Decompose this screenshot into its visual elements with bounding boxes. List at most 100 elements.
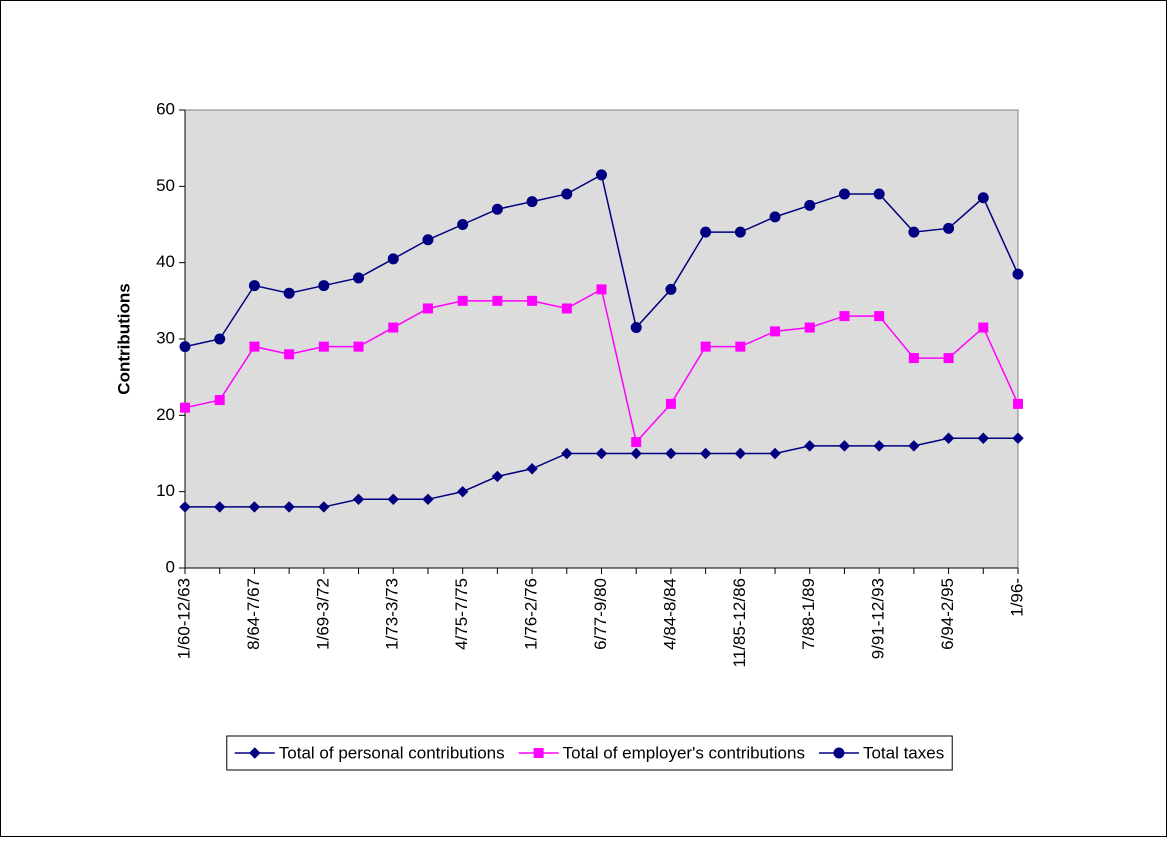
y-tick-label: 50 xyxy=(156,176,175,195)
marker xyxy=(422,303,433,314)
legend: Total of personal contributions Total of … xyxy=(226,735,953,771)
marker xyxy=(561,303,572,314)
marker xyxy=(734,447,747,460)
marker xyxy=(353,341,364,352)
x-tick-label: 1/73-3/73 xyxy=(383,578,402,650)
y-tick-label: 20 xyxy=(156,405,175,424)
x-tick-label: 8/64-7/67 xyxy=(244,578,263,650)
marker xyxy=(387,493,399,506)
marker xyxy=(734,226,746,238)
marker xyxy=(526,196,538,208)
y-tick-label: 60 xyxy=(156,99,175,118)
marker xyxy=(179,501,191,513)
x-tick-label: 1/96- xyxy=(1007,578,1026,617)
marker xyxy=(977,432,989,444)
legend-label: Total taxes xyxy=(863,743,944,762)
x-tick-label: 9/91-12/93 xyxy=(869,578,888,659)
marker xyxy=(318,280,330,292)
marker xyxy=(387,253,399,265)
marker xyxy=(700,226,712,238)
marker xyxy=(492,295,503,306)
y-tick-label: 10 xyxy=(156,481,175,500)
x-tick-label: 1/60-12/63 xyxy=(174,578,193,659)
marker xyxy=(804,322,815,333)
marker xyxy=(873,188,885,200)
marker xyxy=(839,311,850,322)
marker xyxy=(977,192,989,204)
marker xyxy=(908,353,919,364)
x-tick-label: 4/75-7/75 xyxy=(452,578,471,650)
marker xyxy=(838,440,851,452)
y-tick-label: 30 xyxy=(156,328,175,347)
legend-label: Total of personal contributions xyxy=(279,743,505,762)
plot-area xyxy=(184,109,1019,569)
marker xyxy=(179,341,191,353)
marker xyxy=(699,447,712,460)
marker xyxy=(908,226,920,238)
marker xyxy=(804,440,816,452)
marker xyxy=(631,437,642,448)
marker xyxy=(214,501,226,513)
marker xyxy=(700,341,711,352)
marker xyxy=(665,283,677,295)
marker xyxy=(978,322,989,333)
marker xyxy=(735,341,746,352)
marker xyxy=(526,463,538,475)
marker xyxy=(943,353,954,364)
marker xyxy=(457,219,469,230)
x-tick-label: 1/76-2/76 xyxy=(522,578,541,650)
marker xyxy=(353,272,365,284)
marker xyxy=(1012,268,1024,280)
marker xyxy=(249,747,261,759)
marker xyxy=(248,501,261,513)
marker xyxy=(491,203,503,215)
marker xyxy=(318,341,329,352)
marker xyxy=(804,199,816,211)
x-tick-label: 4/84-8/84 xyxy=(660,578,679,650)
marker xyxy=(283,287,295,299)
marker xyxy=(665,398,676,409)
marker xyxy=(214,395,225,406)
marker xyxy=(456,485,469,498)
y-tick-label: 0 xyxy=(166,557,175,576)
x-tick-label: 11/85-12/86 xyxy=(730,578,749,667)
marker xyxy=(874,311,885,322)
marker xyxy=(491,470,504,483)
marker xyxy=(596,169,607,181)
marker xyxy=(283,501,295,513)
marker xyxy=(833,747,845,759)
marker xyxy=(248,280,260,292)
marker xyxy=(214,333,226,345)
marker xyxy=(561,188,573,200)
marker xyxy=(422,493,434,506)
marker xyxy=(596,284,607,295)
legend-label: Total of employer's contributions xyxy=(563,743,805,762)
x-tick-label: 7/88-1/89 xyxy=(799,578,818,650)
marker xyxy=(457,295,468,306)
marker xyxy=(249,341,260,352)
marker xyxy=(284,349,295,360)
y-axis-label: Contributions xyxy=(114,283,133,394)
marker xyxy=(318,501,330,513)
marker xyxy=(838,188,850,200)
marker xyxy=(769,447,781,460)
marker xyxy=(388,322,399,333)
marker xyxy=(769,211,781,223)
marker xyxy=(533,748,544,758)
x-tick-label: 1/69-3/72 xyxy=(313,578,332,650)
marker xyxy=(908,440,920,452)
marker xyxy=(942,432,955,444)
marker xyxy=(1013,398,1023,409)
marker xyxy=(422,234,434,246)
marker xyxy=(595,447,608,460)
marker xyxy=(630,447,642,460)
marker xyxy=(630,322,642,334)
marker xyxy=(873,440,885,452)
x-tick-label: 6/77-9/80 xyxy=(591,578,610,650)
marker xyxy=(943,222,955,234)
marker xyxy=(352,493,365,506)
marker xyxy=(665,447,677,460)
marker xyxy=(770,326,781,337)
marker xyxy=(180,402,190,413)
